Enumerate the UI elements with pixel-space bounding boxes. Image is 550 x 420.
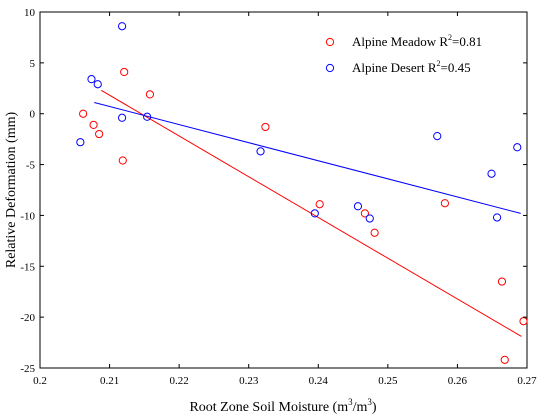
x-tick-label: 0.2 [33,375,47,387]
data-point [370,228,379,237]
data-point [89,120,98,130]
y-axis-ticks: -25 -20 -15 -10 -5 0 5 10 [20,7,527,375]
data-point [492,213,502,222]
data-point [117,113,127,122]
data-points [76,22,528,364]
data-point [433,131,442,141]
y-axis-label: Relative Deformation (mm) [4,112,19,269]
data-point [440,199,450,208]
x-tick-label: 0.24 [309,375,329,387]
x-axis-label-sup1: 3 [348,397,353,407]
data-point [360,209,369,218]
x-axis-label-mid: /m [353,400,368,415]
legend-r2-value: =0.45 [440,60,470,75]
x-axis-ticks: 0.2 0.21 0.22 0.23 0.24 0.25 0.26 0.27 [33,12,537,387]
data-point [79,109,88,118]
fit-line [94,102,521,214]
legend-marker [325,37,335,47]
data-point [117,22,127,31]
legend-r2-prefix: R [439,34,448,49]
plot-area-frame [39,11,528,369]
data-point [315,200,324,209]
x-tick-label: 0.21 [100,375,119,387]
x-axis-label-sup2: 3 [367,397,372,407]
data-point [145,90,155,99]
legend-series-name: Alpine Meadow [352,34,439,49]
data-point [513,143,522,152]
x-axis-label: Root Zone Soil Moisture (m3/m3) [189,397,376,415]
y-tick-label: 0 [30,109,36,121]
data-point [261,122,270,132]
data-point [120,67,129,77]
data-point [93,80,102,89]
data-point [310,209,319,218]
legend-r2-prefix: R [428,60,437,75]
y-tick-label: 5 [30,58,36,70]
y-tick-label: -5 [26,160,36,172]
data-point [143,112,152,121]
x-tick-label: 0.26 [448,375,468,387]
data-point [353,202,363,211]
data-point [500,355,509,364]
y-tick-label: -10 [20,210,35,222]
y-tick-label: 10 [24,7,36,19]
data-point [87,75,96,84]
legend-r2-sup: 2 [436,59,440,68]
data-point [487,169,496,178]
data-point [365,214,374,223]
y-tick-label: -15 [20,261,35,273]
x-tick-label: 0.27 [517,375,537,387]
legend-entry: Alpine Desert R2=0.45 [352,59,471,75]
x-axis-label-end: ) [372,400,377,415]
legend-entry: Alpine Meadow R2=0.81 [352,33,482,49]
data-point [76,138,85,147]
legend-marker [325,63,335,73]
data-point [256,147,265,156]
y-tick-label: -20 [20,312,35,324]
x-tick-label: 0.25 [378,375,398,387]
data-point [95,129,104,139]
legend-r2-sup: 2 [448,33,452,42]
x-tick-label: 0.23 [239,375,259,387]
data-point [118,156,127,165]
legend-r2-value: =0.81 [452,34,482,49]
data-point [497,277,507,286]
legend-series-name: Alpine Desert [352,60,428,75]
y-tick-label: -25 [20,363,35,375]
x-tick-label: 0.22 [170,375,189,387]
x-axis-label-main: Root Zone Soil Moisture (m [189,400,348,415]
